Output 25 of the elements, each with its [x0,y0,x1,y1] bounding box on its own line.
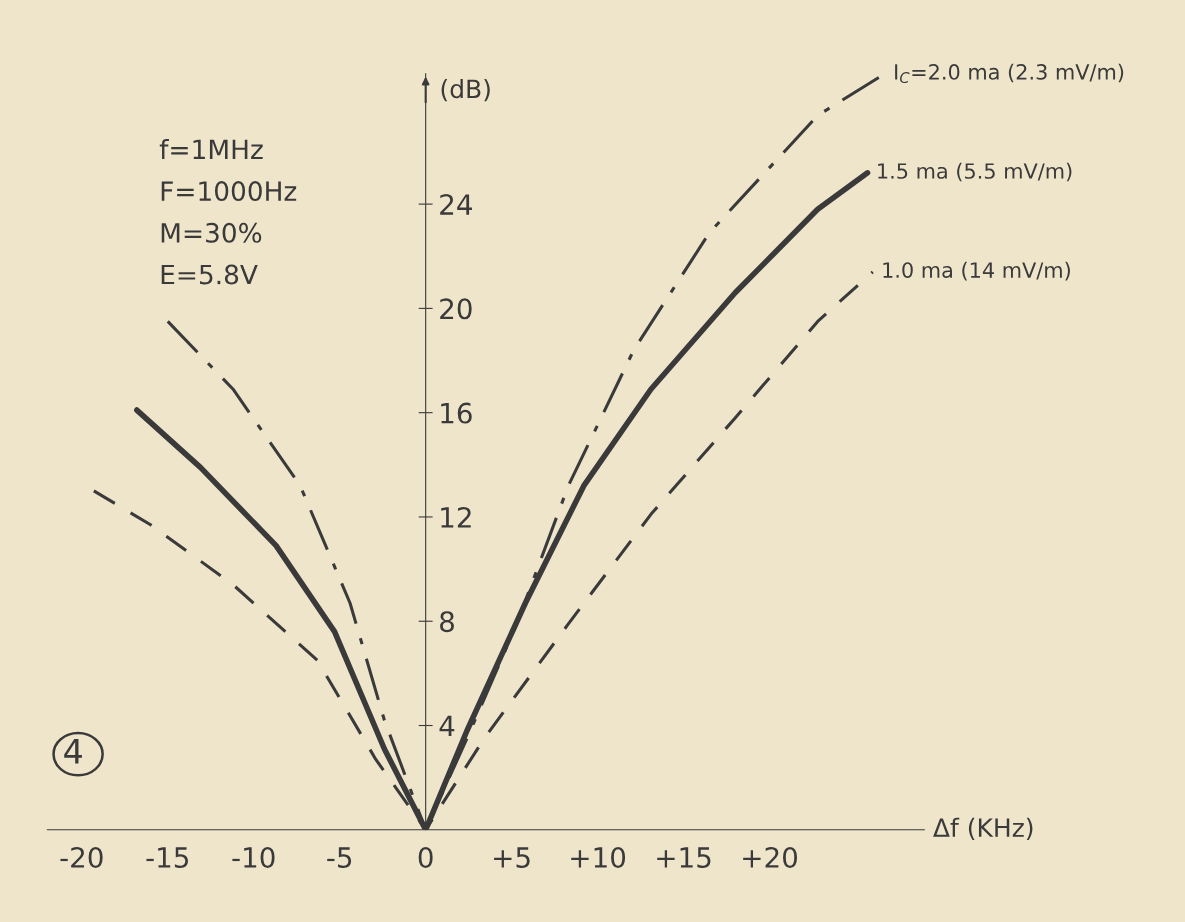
y-tick-label: 24 [440,194,472,215]
series-label: 1.0 ma (14 mV/m) [883,261,1070,281]
annotation: F=1000Hz [161,181,297,202]
x-tick-label: 0 [418,846,433,868]
x-tick-label: -10 [232,846,275,868]
x-tick-label: -20 [60,846,103,868]
y-tick-label: 8 [440,611,454,633]
y-tick-label: 16 [441,402,472,424]
x-axis-title: Δf (KHz) [933,817,1033,840]
x-tick-label: +5 [494,847,530,868]
x-tick-label: -15 [146,847,189,868]
x-tick-label: -5 [327,847,352,868]
annotation: E=5.8V [161,264,258,285]
series-label: I$_{C}$=2.0 ma (2.3 mV/m) [895,63,1124,84]
annotation: M=30% [161,222,262,243]
annotation: f=1MHz [159,138,263,159]
x-tick-label: +10 [571,846,626,868]
y-tick-label: 20 [440,298,472,320]
annotation: 4 [64,739,82,764]
y-axis-title: (dB) [441,78,490,102]
x-tick-label: +20 [743,846,798,868]
series-label: 1.5 ma (5.5 mV/m) [878,162,1072,182]
x-tick-label: +15 [657,847,711,868]
y-tick-label: 12 [441,506,471,528]
y-tick-label: 4 [439,715,455,737]
